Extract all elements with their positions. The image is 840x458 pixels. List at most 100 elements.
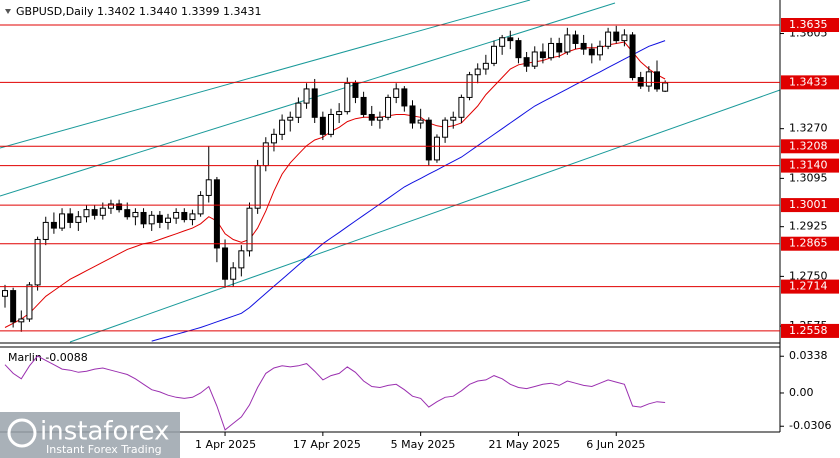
candle-body xyxy=(279,119,286,135)
indicator-tick-label: -0.0306 xyxy=(789,419,831,432)
level-label-box xyxy=(781,158,839,173)
watermark-name: instaforex xyxy=(40,417,169,447)
indicator-line xyxy=(4,355,666,431)
watermark-box xyxy=(0,412,180,458)
level-label: 1.3140 xyxy=(789,159,828,172)
candle-body xyxy=(107,203,114,209)
candle-body xyxy=(336,111,343,115)
candle-body xyxy=(99,207,106,216)
candle-body xyxy=(637,77,644,87)
candle-body xyxy=(458,96,465,118)
level-label: 1.2865 xyxy=(789,237,828,250)
candle-body xyxy=(482,62,489,70)
level-label: 1.3433 xyxy=(789,75,828,88)
moving-average xyxy=(4,41,666,328)
candle-body xyxy=(42,221,49,240)
candle-body xyxy=(531,51,538,67)
candle-body xyxy=(222,247,229,280)
y-tick-label: 1.3270 xyxy=(789,122,828,135)
candle-body xyxy=(67,213,74,223)
level-label-box xyxy=(781,236,839,251)
candle-body xyxy=(539,51,546,59)
candle-body xyxy=(26,284,33,320)
level-label: 1.2558 xyxy=(789,324,828,337)
candle-body xyxy=(417,119,424,124)
candle-body xyxy=(409,105,416,124)
candle-body xyxy=(59,213,66,229)
candle-body xyxy=(165,217,171,223)
y-tick-label: 1.2750 xyxy=(789,269,828,282)
x-tick-label: 6 Jun 2025 xyxy=(586,438,645,451)
candle-body xyxy=(613,31,620,42)
x-tick-label: 1 Apr 2025 xyxy=(195,438,256,451)
watermark-logo xyxy=(7,418,37,448)
candle-body xyxy=(124,209,131,218)
candle-body xyxy=(132,211,139,218)
candle-body xyxy=(10,290,17,323)
chart-header: GBPUSD,Daily 1.3402 1.3440 1.3399 1.3431 xyxy=(16,5,261,18)
candle-body xyxy=(596,45,603,56)
candle-body xyxy=(116,203,123,211)
indicator-tick-label: 0.0338 xyxy=(789,349,828,362)
level-label: 1.3635 xyxy=(789,18,828,31)
candle-body xyxy=(507,37,514,42)
level-label-box xyxy=(781,139,839,154)
candle-body xyxy=(466,74,473,98)
candle-body xyxy=(254,165,261,209)
candle-body xyxy=(588,48,595,56)
candle-body xyxy=(401,88,408,107)
level-label-box xyxy=(781,323,839,338)
candle-body xyxy=(319,116,326,135)
candle-body xyxy=(34,238,41,286)
candle-body xyxy=(368,113,375,121)
x-tick-label: 21 May 2025 xyxy=(488,438,560,451)
candle-body xyxy=(564,34,571,53)
candle-body xyxy=(91,209,98,216)
watermark-tagline: Instant Forex Trading xyxy=(46,443,162,456)
candle-body xyxy=(2,290,8,297)
candle-body xyxy=(156,214,163,223)
candle-body xyxy=(270,133,277,144)
level-label-box xyxy=(781,279,839,294)
candle-body xyxy=(393,88,400,98)
candle-body xyxy=(474,68,481,76)
candle-body xyxy=(352,82,359,98)
candle-body xyxy=(246,207,253,252)
candle-body xyxy=(328,113,334,135)
x-tick-label: 17 Apr 2025 xyxy=(293,438,361,451)
indicator-tick-label: 0.00 xyxy=(789,386,814,399)
candle-body xyxy=(580,42,587,50)
candle-body xyxy=(50,221,57,229)
y-tick-label: 1.2925 xyxy=(789,220,828,233)
candle-body xyxy=(450,116,457,121)
indicator-label: Marlin -0.0088 xyxy=(8,351,88,364)
candle-body xyxy=(499,37,506,47)
candle-body xyxy=(75,216,82,223)
candle-body xyxy=(238,250,245,269)
candle-body xyxy=(295,102,302,118)
candle-body xyxy=(654,71,660,90)
candle-body xyxy=(523,57,530,67)
candle-body xyxy=(148,214,155,225)
candle-body xyxy=(385,96,392,118)
level-label-box xyxy=(781,75,839,90)
level-label-box xyxy=(781,198,839,213)
candle-body xyxy=(303,88,310,104)
level-label: 1.3001 xyxy=(789,198,828,211)
candle-body xyxy=(360,96,367,115)
candle-body xyxy=(662,82,669,92)
level-label: 1.2714 xyxy=(789,280,828,293)
level-label-box xyxy=(781,17,839,32)
candle-body xyxy=(572,34,579,44)
candle-body xyxy=(140,211,147,225)
candle-body xyxy=(173,211,180,219)
candle-body xyxy=(376,116,383,121)
candle-body xyxy=(205,179,212,196)
candle-body xyxy=(629,34,636,79)
candle-body xyxy=(556,42,563,53)
header-icon xyxy=(5,9,11,14)
candle-body xyxy=(621,34,628,42)
candle-body xyxy=(548,42,555,59)
